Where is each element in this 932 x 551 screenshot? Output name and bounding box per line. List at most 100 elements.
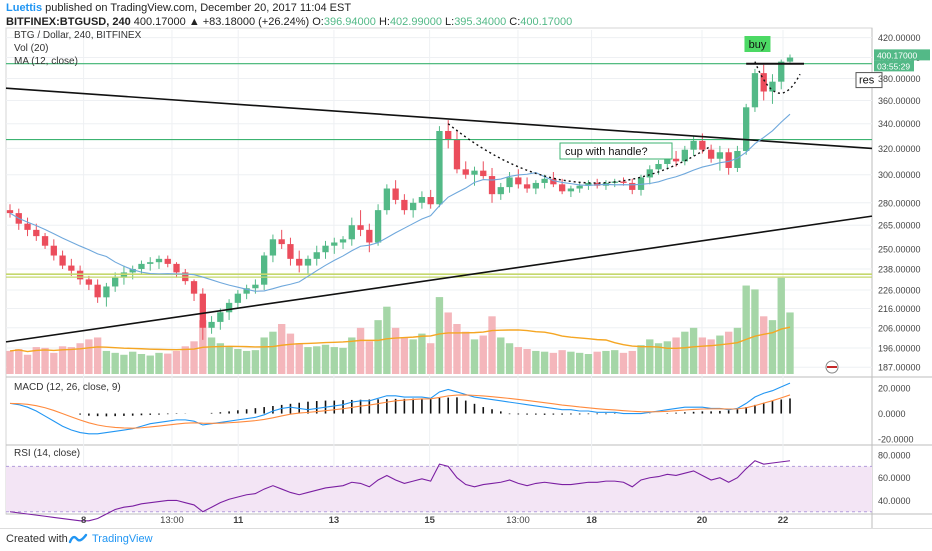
candle-body: [41, 236, 49, 246]
axes: 420.00000400.00000380.00000360.00000340.…: [81, 33, 930, 526]
handle-curve: [754, 61, 801, 94]
volume-bar: [628, 350, 636, 374]
candle-body: [690, 140, 697, 150]
candle-body: [50, 245, 57, 256]
volume-bar: [663, 341, 671, 374]
symbol-name: BITFINEX:BTGUSD, 240: [6, 16, 131, 28]
candle-body: [94, 284, 101, 298]
volume-bar: [93, 337, 102, 374]
candlesticks: [6, 54, 794, 340]
high-value: 402.99000: [389, 16, 442, 28]
volume-bar: [278, 324, 286, 374]
volume-bar: [558, 350, 566, 374]
candle-body: [760, 73, 767, 92]
candle-body: [261, 255, 268, 285]
volume-bar: [400, 337, 409, 374]
candle-body: [234, 293, 242, 303]
volume-bar: [172, 350, 181, 374]
author-link[interactable]: Luettis: [6, 2, 43, 14]
candle-body: [190, 281, 198, 294]
tradingview-brand[interactable]: TradingView: [92, 533, 153, 545]
time-tick-label: 13:00: [506, 515, 530, 526]
candle-body: [672, 158, 680, 162]
volume-bar: [716, 335, 724, 374]
volume-bar: [540, 351, 549, 374]
price-tick-label: 226.00000: [878, 286, 921, 296]
volume-bar: [760, 316, 768, 374]
volume-bars: [6, 277, 794, 374]
candle-body: [620, 181, 627, 183]
volume-bar: [444, 312, 452, 374]
volume-bar: [751, 289, 759, 374]
volume-bar: [295, 343, 303, 374]
candle-body: [515, 177, 522, 185]
price-tick-label: 300.00000: [878, 170, 921, 180]
close-value: 400.17000: [520, 16, 573, 28]
rsi-line: [9, 460, 791, 522]
symbol-header: BITFINEX:BTGUSD, 240 400.17000 ▲ +83.180…: [6, 16, 572, 28]
volume-bar: [646, 339, 654, 374]
time-tick-label: 22: [778, 515, 789, 526]
candle-body: [164, 258, 171, 264]
volume-bar: [181, 346, 189, 374]
candle-body: [33, 229, 40, 237]
open-value: 396.94000: [323, 16, 376, 28]
moving-average-line: [9, 113, 791, 292]
volume-bar: [15, 349, 23, 374]
volume-bar: [768, 320, 777, 374]
candle-body: [339, 239, 347, 243]
price-tick-label: 265.00000: [878, 221, 921, 231]
buy-label: buy: [749, 39, 767, 51]
volume-bar: [348, 337, 356, 374]
volume-bar: [260, 337, 268, 374]
candle-body: [304, 258, 312, 266]
candle-body: [462, 169, 469, 175]
candle-body: [287, 244, 294, 259]
candle-body: [173, 263, 180, 273]
volume-bar: [593, 351, 601, 374]
price-tick-label: 206.00000: [878, 323, 921, 333]
candle-body: [471, 170, 478, 175]
candle-body: [383, 188, 391, 211]
candle-body: [357, 225, 364, 230]
time-tick-label: 20: [697, 515, 708, 526]
volume-bar: [681, 331, 689, 374]
volume-bar: [286, 333, 295, 374]
price-tick-label: 280.00000: [878, 198, 921, 208]
candle-body: [786, 57, 794, 62]
time-tick-label: 11: [233, 515, 244, 526]
volume-bar: [383, 306, 391, 374]
candle-body: [208, 321, 215, 328]
volume-bar: [742, 285, 750, 374]
volume-bar: [304, 347, 312, 374]
volume-bar: [532, 350, 540, 374]
countdown-tag: [874, 60, 914, 72]
candle-body: [112, 277, 119, 287]
candle-body: [331, 242, 338, 246]
volume-bar: [391, 327, 400, 374]
volume-bar: [786, 312, 794, 374]
current-price-tag: [874, 49, 930, 61]
volume-bar: [374, 320, 382, 374]
candle-body: [199, 293, 206, 328]
volume-bar: [207, 337, 216, 374]
volume-bar: [514, 347, 522, 374]
volume-bar: [339, 347, 347, 374]
res-annotation-label: res: [859, 75, 875, 87]
candle-body: [296, 258, 303, 266]
volume-bar: [6, 350, 14, 374]
candle-body: [637, 177, 645, 190]
volume-bar: [76, 343, 84, 374]
volume-bar: [575, 352, 584, 374]
rsi-band: [6, 466, 872, 512]
countdown-value: 03:55:29: [877, 61, 910, 71]
candle-body: [59, 255, 66, 266]
volume-bar: [269, 331, 277, 374]
volume-bar: [155, 352, 163, 374]
candle-body: [532, 182, 539, 189]
buy-badge: [744, 36, 771, 52]
volume-bar: [356, 327, 365, 374]
candle-body: [85, 279, 93, 285]
